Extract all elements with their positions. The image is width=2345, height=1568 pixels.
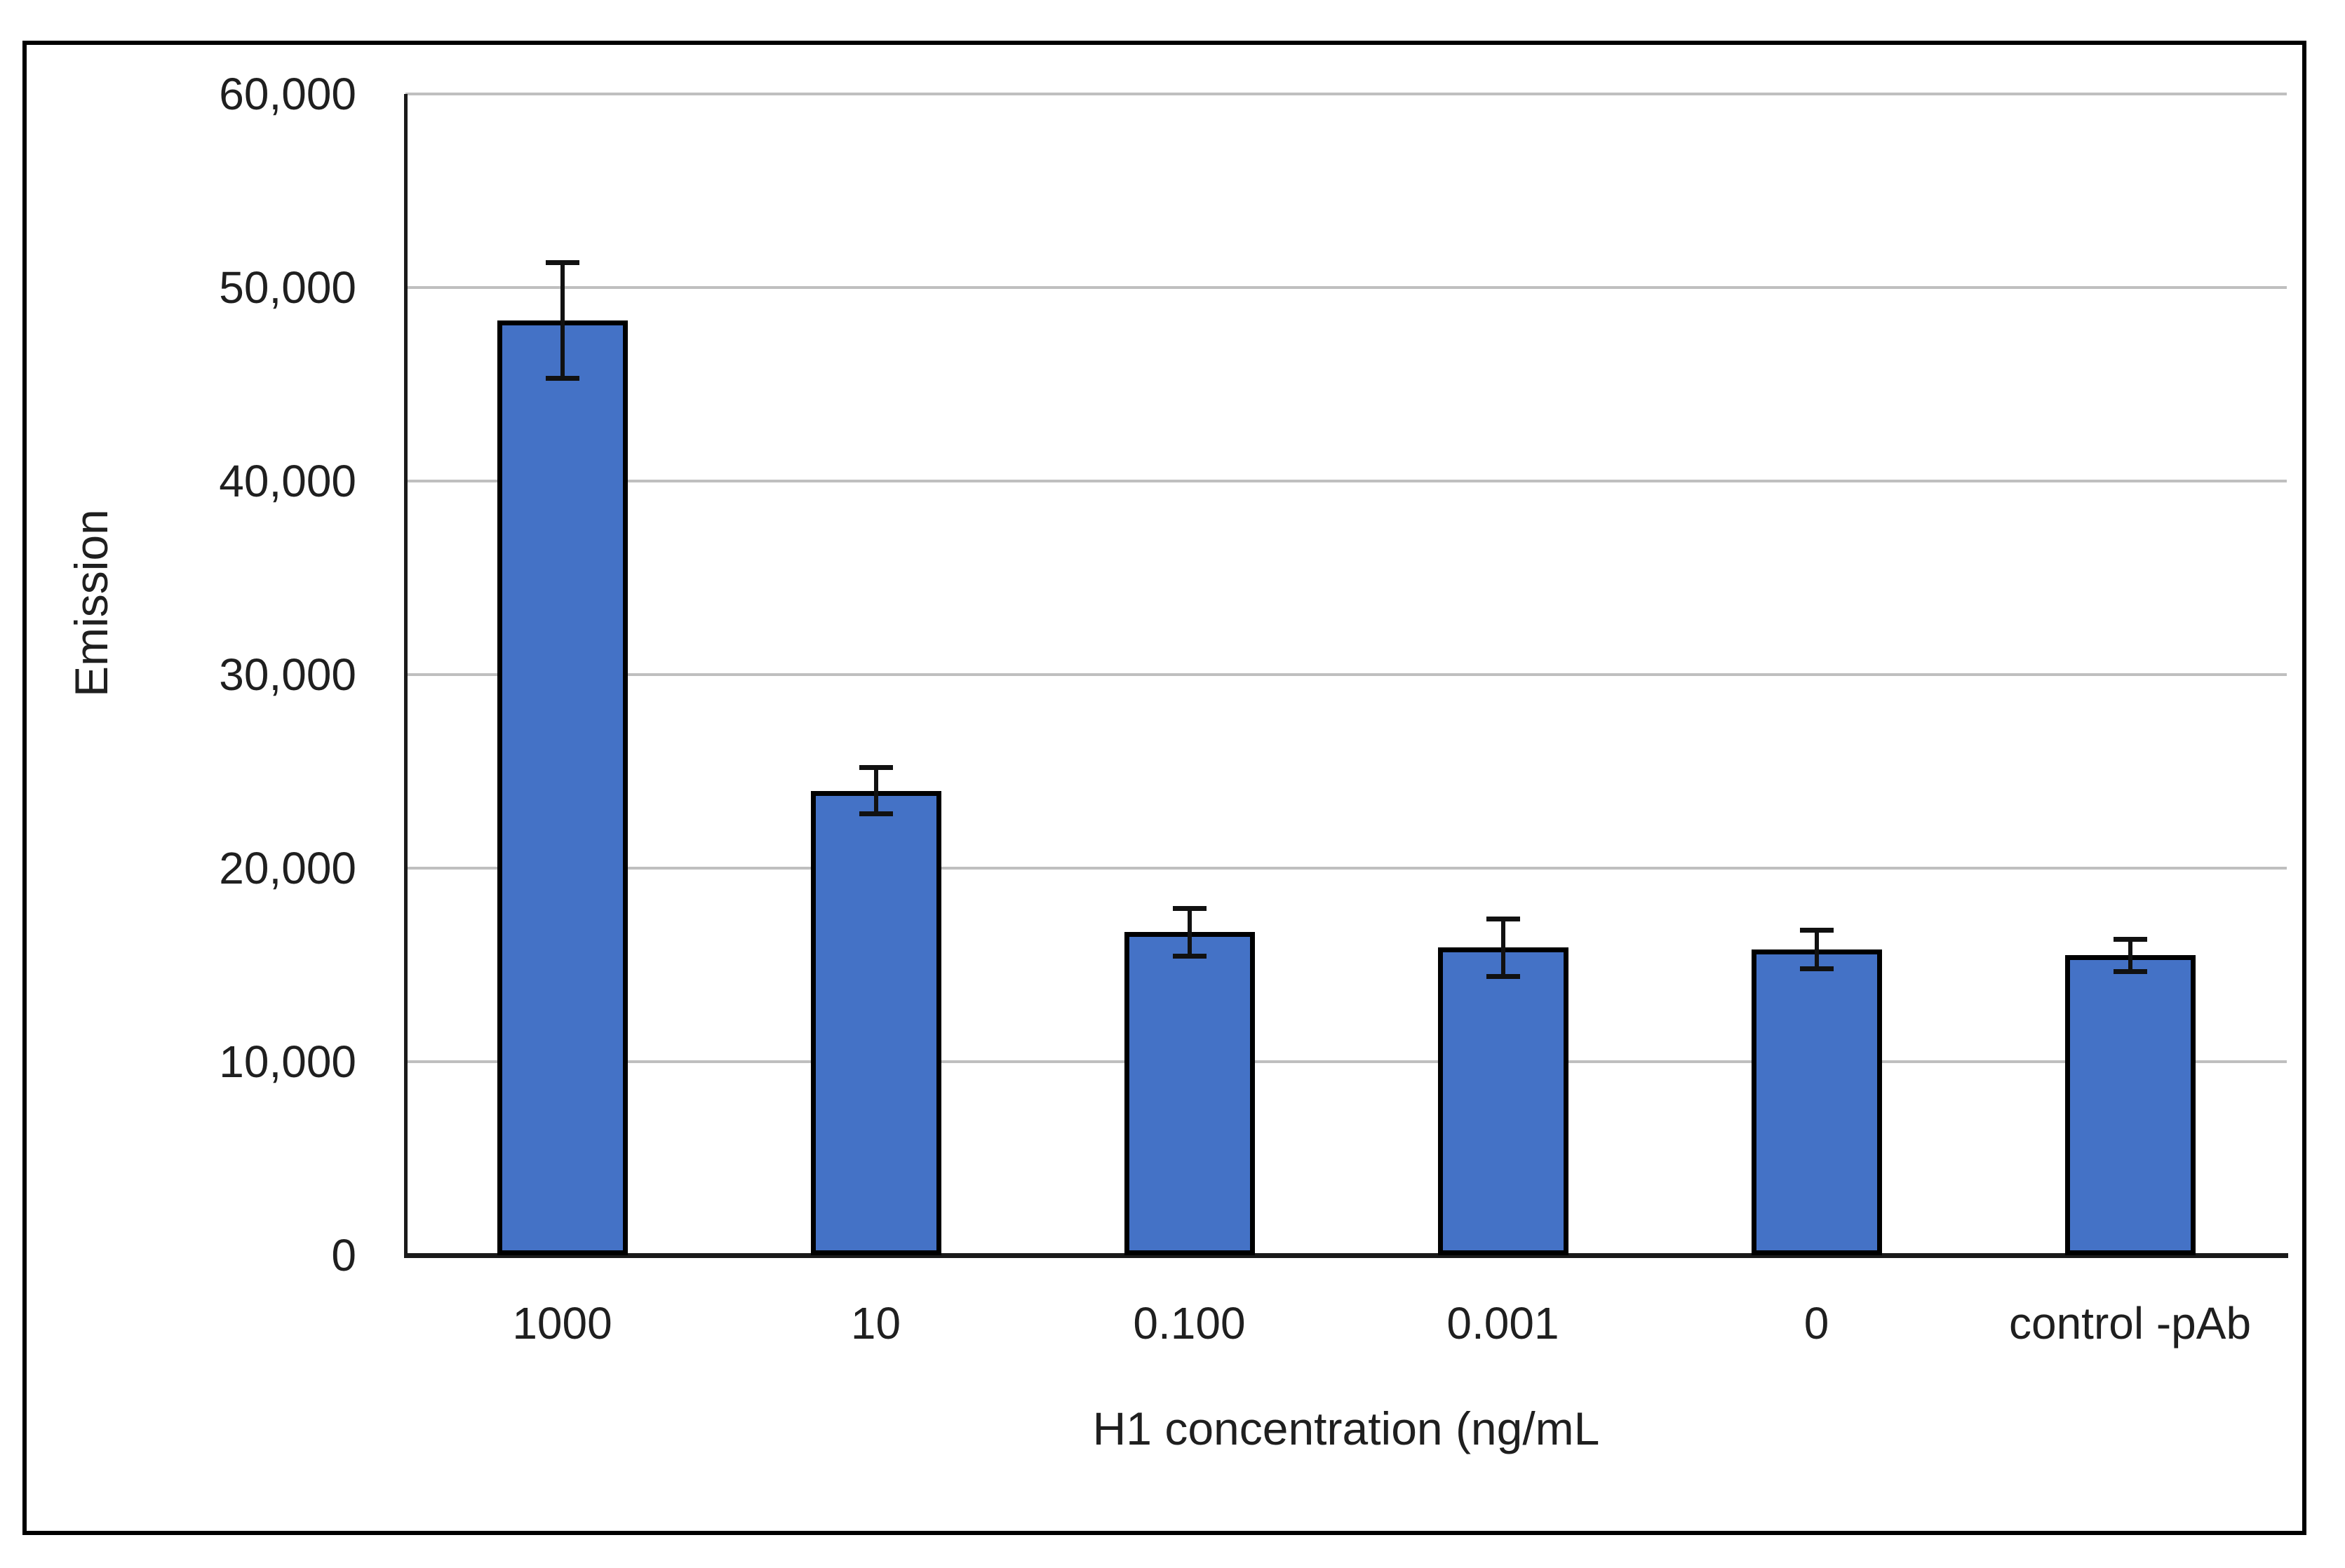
y-tick-label: 50,000	[219, 262, 356, 313]
gridline	[405, 867, 2287, 870]
bar	[2064, 955, 2196, 1255]
x-axis-title: H1 concentration (ng/mL	[1092, 1403, 1600, 1454]
error-bar-bottom-cap	[2113, 968, 2147, 974]
gridline	[405, 286, 2287, 289]
error-bar-line	[873, 767, 878, 814]
error-bar-top-cap	[859, 765, 893, 771]
x-axis-line	[404, 1253, 2288, 1258]
x-tick-label: 10	[850, 1298, 901, 1349]
y-tick-label: 0	[331, 1230, 356, 1280]
gridline	[405, 1060, 2287, 1063]
error-bar-top-cap	[1486, 916, 1520, 921]
plot-area	[404, 93, 2288, 1258]
gridline	[405, 93, 2287, 95]
error-bar-line	[1187, 907, 1192, 957]
y-axis-line	[404, 94, 408, 1257]
bar	[497, 320, 628, 1255]
y-axis-title: Emission	[65, 509, 117, 697]
x-tick-label: 0.001	[1446, 1298, 1559, 1349]
chart-frame	[22, 41, 2306, 1535]
bar	[1124, 932, 1255, 1255]
y-tick-label: 30,000	[219, 649, 356, 700]
bar	[810, 790, 941, 1255]
y-tick-label: 40,000	[219, 456, 356, 506]
error-bar-line	[560, 262, 565, 379]
error-bar-bottom-cap	[1799, 966, 1834, 971]
bar	[1437, 947, 1568, 1255]
error-bar-top-cap	[545, 260, 579, 266]
error-bar-bottom-cap	[545, 375, 579, 381]
x-tick-label: 0	[1803, 1298, 1829, 1349]
x-tick-label: 1000	[512, 1298, 612, 1349]
error-bar-bottom-cap	[859, 811, 893, 816]
gridline	[405, 480, 2287, 482]
error-bar-top-cap	[2113, 936, 2147, 942]
y-tick-label: 10,000	[219, 1036, 356, 1087]
x-tick-label: 0.100	[1133, 1298, 1246, 1349]
y-tick-label: 20,000	[219, 843, 356, 893]
bar	[1751, 949, 1882, 1255]
error-bar-line	[1814, 930, 1819, 969]
gridline	[405, 673, 2287, 676]
error-bar-top-cap	[1799, 928, 1834, 933]
error-bar-line	[1500, 918, 1505, 977]
y-tick-label: 60,000	[219, 69, 356, 119]
error-bar-line	[2128, 938, 2132, 972]
error-bar-bottom-cap	[1172, 953, 1207, 959]
error-bar-bottom-cap	[1486, 973, 1520, 979]
error-bar-top-cap	[1172, 905, 1207, 911]
x-tick-label: control -pAb	[2008, 1298, 2252, 1349]
